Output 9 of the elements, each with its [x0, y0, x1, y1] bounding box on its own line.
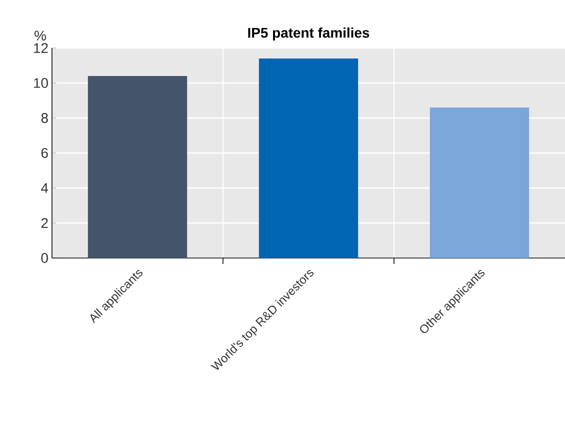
y-axis-title: %	[34, 30, 46, 40]
y-tick-label: 2	[41, 218, 48, 228]
y-tick-label: 4	[41, 183, 48, 193]
y-tick-label: 6	[41, 148, 48, 158]
chart-title: IP5 patent families	[248, 27, 370, 40]
y-tick-label: 10	[34, 78, 48, 88]
y-tick-label: 0	[41, 253, 48, 263]
y-tick-label: 12	[34, 43, 48, 53]
y-tick-label: 8	[41, 113, 48, 123]
